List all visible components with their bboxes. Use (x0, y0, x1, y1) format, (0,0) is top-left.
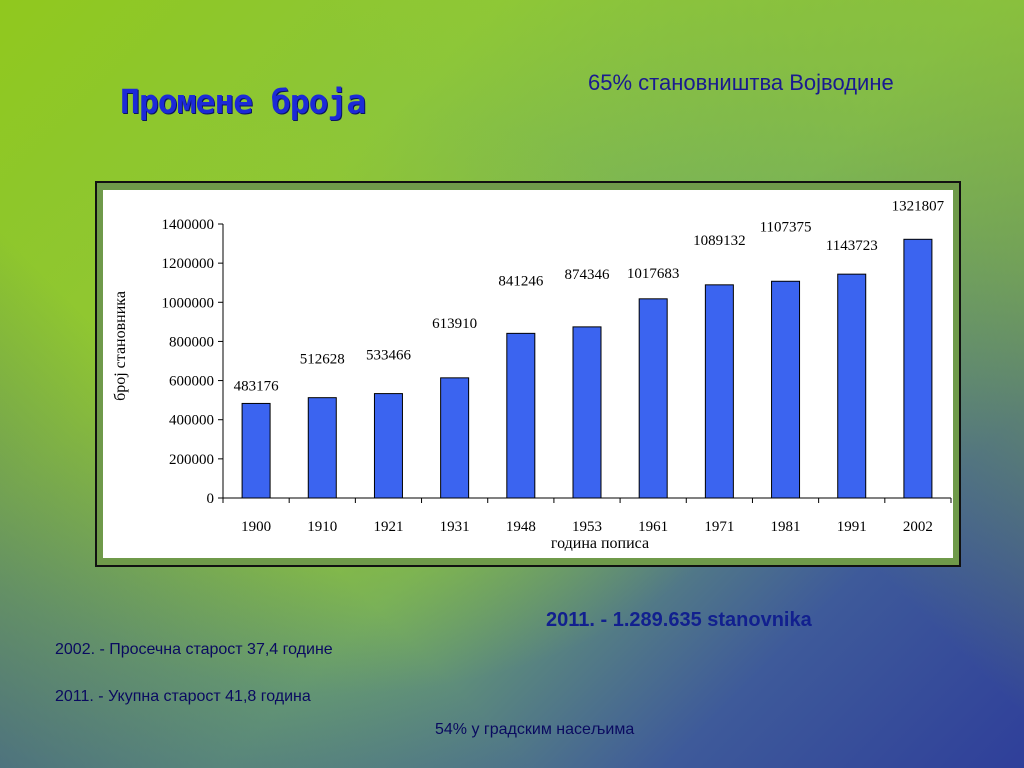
x-tick-label-1910: 1910 (307, 519, 337, 535)
chart-frame: 0 200000 400000 600000 800000 1000000 1200000 1… (95, 181, 961, 567)
data-label-1948: 841246 (498, 273, 544, 289)
data-label-1991: 1143723 (826, 238, 878, 254)
y-tick-label: 1000000 (162, 295, 215, 311)
bar-1921 (373, 393, 403, 499)
bar-1961 (638, 298, 668, 499)
x-tick-label-1981: 1981 (771, 519, 801, 535)
data-label-1910: 512628 (300, 352, 345, 368)
y-tick-label: 200000 (169, 452, 214, 468)
data-label-1981: 1107375 (760, 219, 812, 235)
note-2011-population: 2011. - 1.289.635 stanovnika (546, 609, 812, 631)
x-tick-label-1931: 1931 (440, 519, 470, 535)
x-tick-label-2002: 2002 (903, 519, 933, 535)
bar-1910 (307, 397, 337, 499)
x-tick-label-1900: 1900 (241, 519, 271, 535)
data-label-1900: 483176 (234, 378, 280, 394)
note-2002-average-age: 2002. - Просечна старост 37,4 године (55, 641, 333, 658)
bar-1953 (572, 326, 602, 499)
data-label-1931: 613910 (432, 316, 477, 332)
data-label-1971: 1089132 (693, 233, 746, 249)
bar-1900 (241, 402, 271, 499)
x-tick-label-1961: 1961 (638, 519, 668, 535)
data-label-1953: 874346 (565, 267, 611, 283)
y-tick-label: 0 (207, 491, 215, 507)
chart-area: 0 200000 400000 600000 800000 1000000 1200000 1… (103, 190, 953, 558)
x-axis-label: година пописа (551, 535, 649, 552)
data-label-1961: 1017683 (627, 266, 680, 282)
x-tick-label-1921: 1921 (373, 519, 403, 535)
slide-title: Промене броја (120, 82, 366, 121)
y-tick-label: 1200000 (162, 256, 215, 272)
note-urban-share: 54% у градским насељима (435, 721, 635, 738)
bar-2002 (903, 238, 933, 499)
x-tick-label-1991: 1991 (837, 519, 867, 535)
population-bar-chart: 0 200000 400000 600000 800000 1000000 1200000 1… (112, 198, 952, 552)
bar-1971 (704, 284, 734, 499)
y-tick-label: 400000 (169, 413, 214, 429)
data-labels: 483176 512628 533466 613910 841246 874346 1017… (234, 198, 945, 394)
bar-1981 (771, 280, 801, 499)
bar-1931 (440, 377, 470, 499)
x-tick-label-1971: 1971 (704, 519, 734, 535)
y-tick-label: 1400000 (162, 217, 215, 233)
bars (241, 238, 933, 499)
y-axis: 0 200000 400000 600000 800000 1000000 1200000 1… (162, 217, 224, 507)
slide-subtitle: 65% становништва Војводине (588, 70, 894, 95)
x-tick-label-1948: 1948 (506, 519, 536, 535)
x-axis: 1900 1910 1921 1931 1948 1953 1961 1971 1981 1991… (222, 497, 952, 535)
y-tick-label: 800000 (169, 334, 214, 350)
data-label-2002: 1321807 (892, 198, 945, 214)
bar-1991 (837, 273, 867, 499)
data-label-1921: 533466 (366, 348, 412, 364)
x-tick-label-1953: 1953 (572, 519, 602, 535)
y-tick-label: 600000 (169, 374, 214, 390)
y-axis-label: број становника (112, 291, 129, 401)
note-2011-average-age: 2011. - Укупна старост 41,8 година (55, 688, 311, 705)
bar-1948 (506, 332, 536, 499)
